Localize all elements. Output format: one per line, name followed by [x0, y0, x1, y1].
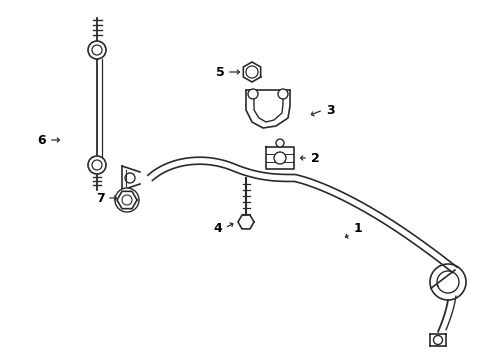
Text: 4: 4: [214, 221, 222, 234]
Circle shape: [248, 89, 258, 99]
Circle shape: [276, 139, 284, 147]
Circle shape: [278, 89, 288, 99]
Circle shape: [88, 156, 106, 174]
Polygon shape: [244, 62, 261, 82]
Polygon shape: [117, 191, 137, 209]
Text: 1: 1: [354, 221, 363, 234]
Circle shape: [88, 41, 106, 59]
Text: 2: 2: [311, 152, 319, 165]
Text: 7: 7: [96, 192, 104, 204]
Text: 3: 3: [326, 104, 334, 117]
Circle shape: [274, 152, 286, 164]
Text: 5: 5: [216, 66, 224, 78]
Text: 6: 6: [38, 134, 47, 147]
Polygon shape: [238, 215, 254, 229]
Circle shape: [115, 188, 139, 212]
